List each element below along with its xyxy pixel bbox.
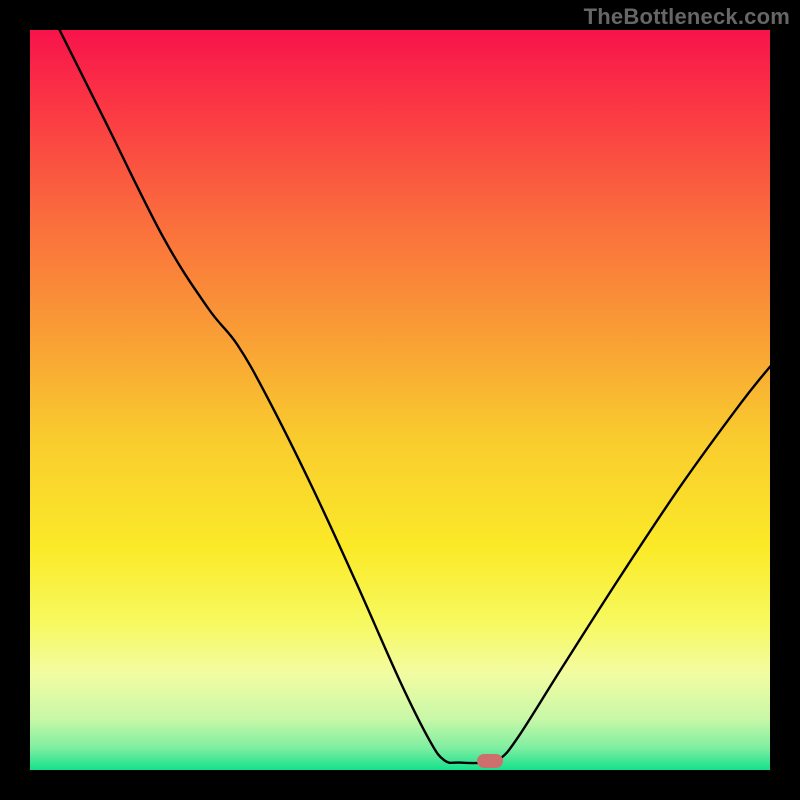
watermark-text: TheBottleneck.com [584, 4, 790, 30]
chart-frame: TheBottleneck.com [0, 0, 800, 800]
optimal-point-marker [477, 754, 503, 768]
bottleneck-curve-chart [30, 30, 770, 770]
chart-svg [30, 30, 770, 770]
chart-background [30, 30, 770, 770]
